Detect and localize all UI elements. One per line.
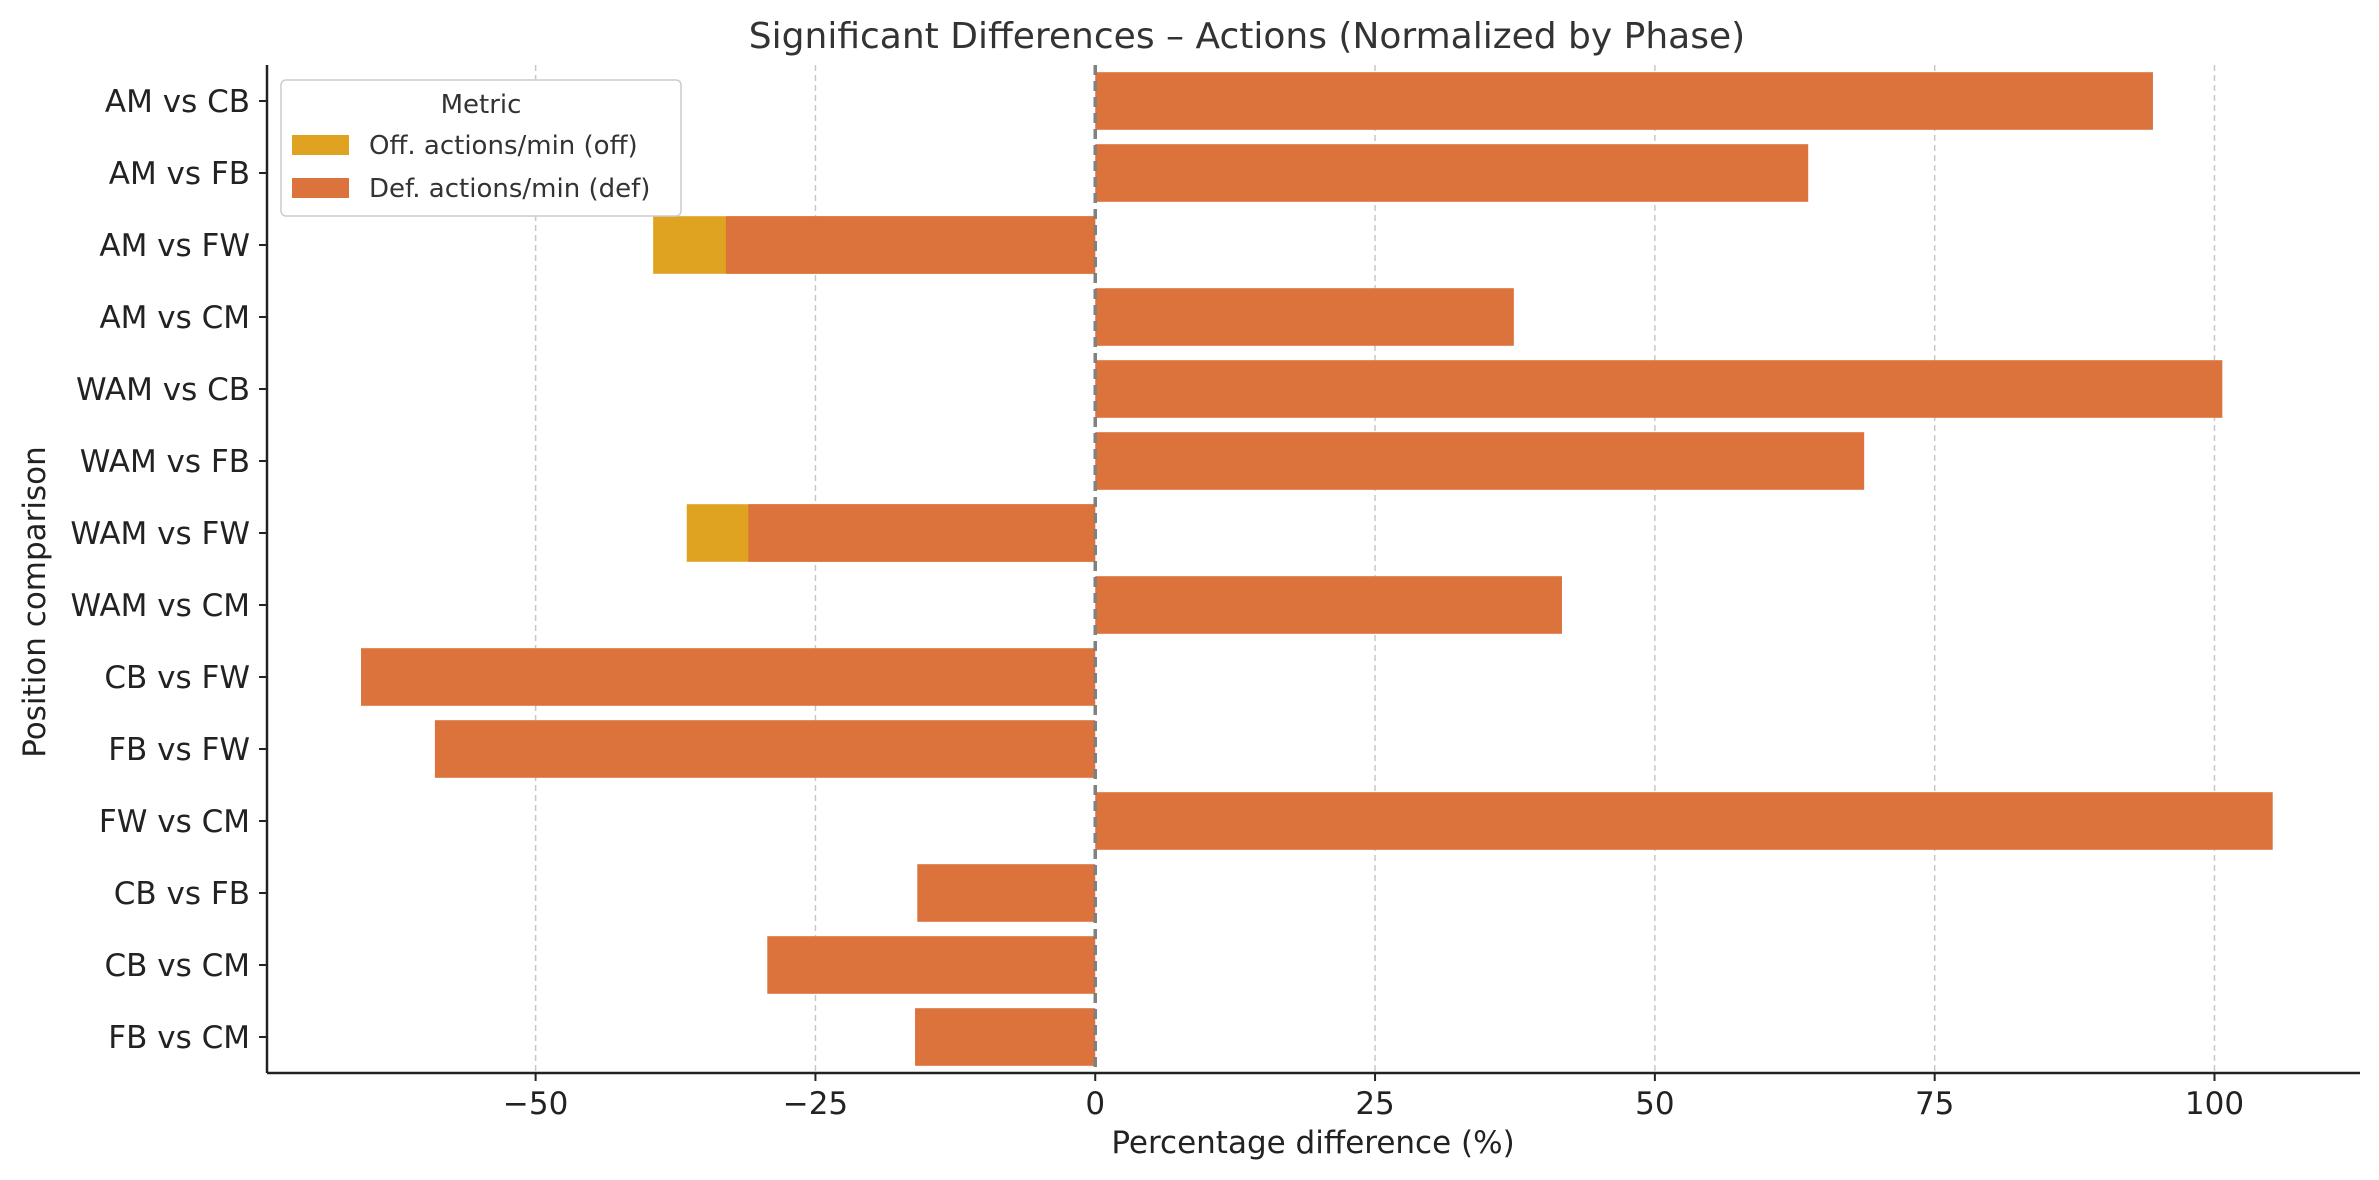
legend-title: Metric [441,90,522,120]
bar-def [1095,432,1865,490]
y-tick-label: WAM vs CM [70,588,250,624]
x-tick-label: 50 [1635,1086,1674,1122]
bar-def [1095,576,1562,634]
x-tick-label: −25 [783,1086,848,1122]
y-tick-label: WAM vs FW [70,516,250,552]
y-tick-label: AM vs FW [99,228,250,264]
y-tick-label: CB vs FB [114,876,250,912]
bar-def [915,1008,1096,1066]
bar-def [1095,144,1809,202]
x-tick-label: 75 [1915,1086,1954,1122]
y-tick-label: CB vs FW [104,660,250,696]
bar-def [1095,792,2273,850]
bar-def [917,864,1096,922]
legend-items: Off. actions/min (off) Def. actions/min (… [292,131,650,204]
y-tick-label: WAM vs FB [80,444,250,480]
bar-def [1095,360,2223,418]
y-tick-label: FW vs CM [99,804,250,840]
y-ticks: AM vs CB AM vs FB AM vs FW AM vs CM WAM vs C… [70,84,267,1056]
legend-swatch [292,135,349,155]
x-tick-label: −50 [503,1086,568,1122]
bar-def [748,504,1096,562]
legend-swatch [292,178,349,198]
y-axis-title: Position comparison [17,446,53,758]
legend-frame [280,79,682,217]
bar-def [361,648,1096,706]
y-tick-label: WAM vs CB [76,372,250,408]
bars [361,72,2273,1066]
chart-title: Significant Differences – Actions (Norma… [749,16,1745,57]
grid [534,65,2216,1073]
bar-def [1095,72,2153,130]
y-tick-label: CB vs CM [104,948,250,984]
x-tick-label: 100 [2185,1086,2244,1122]
bar-def [725,216,1096,274]
axes [265,65,2360,1075]
legend: Metric Off. actions/min (off) Def. action… [280,79,682,217]
y-tick-label: AM vs FB [109,156,250,192]
bar-def [434,720,1096,778]
y-tick-label: FB vs CM [108,1020,250,1056]
y-tick-label: AM vs CM [99,300,250,336]
x-tick-label: 0 [1085,1086,1105,1122]
x-ticks: −50 −25 0 25 50 75 100 [503,1073,2244,1122]
y-tick-label: FB vs FW [108,732,250,768]
bar-def [1095,288,1514,346]
x-axis-title: Percentage difference (%) [1111,1125,1514,1161]
y-tick-label: AM vs CB [105,84,250,120]
legend-label: Def. actions/min (def) [369,174,650,204]
legend-label: Off. actions/min (off) [369,131,638,161]
x-tick-label: 25 [1355,1086,1394,1122]
bar-def [767,936,1096,994]
